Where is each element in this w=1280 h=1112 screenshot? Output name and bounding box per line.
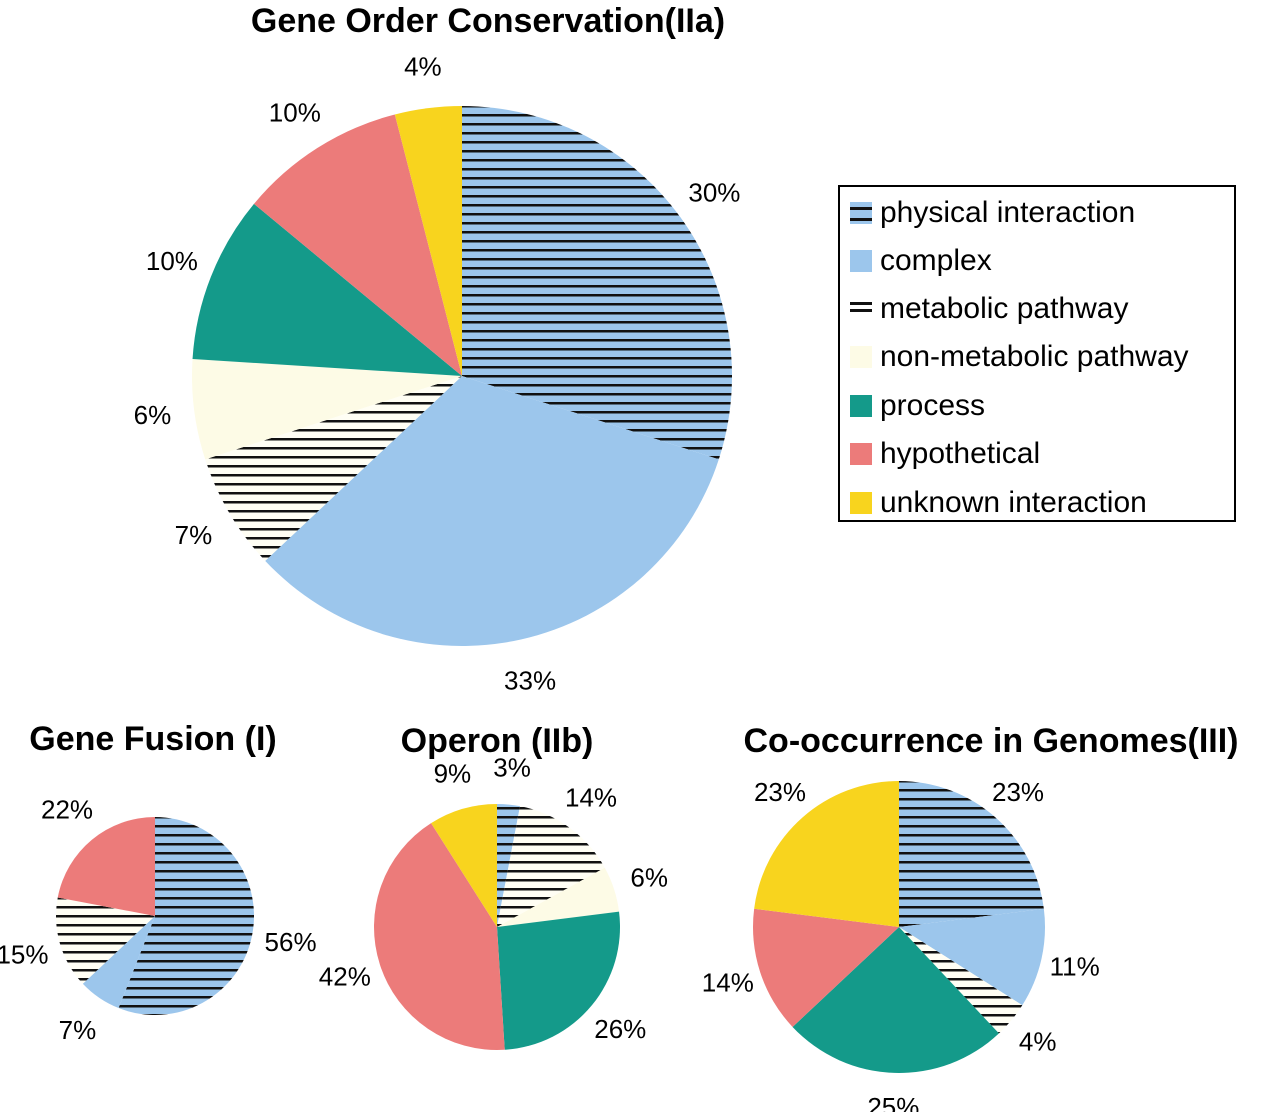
striped-white-swatch-icon <box>850 298 872 320</box>
red-swatch-icon <box>850 443 872 465</box>
legend-label: physical interaction <box>880 196 1136 229</box>
legend-item-physical-interaction: physical interaction <box>850 193 1135 233</box>
slice-percent-label: 6% <box>630 863 668 893</box>
cream-swatch-icon <box>850 346 872 368</box>
pie-slice-hypothetical <box>253 114 462 376</box>
chart-title-gene-fusion: Gene Fusion (I) <box>29 720 276 758</box>
pie-slice-hypothetical <box>373 823 505 1051</box>
legend-label: complex <box>880 244 992 277</box>
slice-percent-label: 25% <box>867 1092 919 1112</box>
pie-slice-physical <box>462 106 732 460</box>
pie-slice-metabolic <box>497 806 605 927</box>
slice-percent-label: 22% <box>41 795 93 825</box>
legend-label: non-metabolic pathway <box>880 340 1189 373</box>
slice-percent-label: 23% <box>992 777 1044 807</box>
pie-slice-nonmetabolic <box>497 867 620 927</box>
slice-percent-label: 3% <box>493 753 531 783</box>
legend-item-metabolic-pathway: metabolic pathway <box>850 289 1128 329</box>
legend-item-unknown-interaction: unknown interaction <box>850 483 1147 523</box>
legend-label: unknown interaction <box>880 486 1147 519</box>
slice-percent-label: 10% <box>269 98 321 128</box>
pie-slice-complex <box>82 916 155 1009</box>
pie-slice-complex <box>899 908 1045 1006</box>
legend: physical interaction complex metabolic p… <box>838 185 1236 522</box>
chart-title-operon: Operon (IIb) <box>401 722 594 760</box>
slice-percent-label: 4% <box>1019 1027 1057 1057</box>
slice-percent-label: 33% <box>504 665 556 695</box>
pie-slice-unknown <box>754 781 899 927</box>
legend-label: metabolic pathway <box>880 292 1129 325</box>
legend-label: hypothetical <box>880 437 1041 470</box>
slice-percent-label: 30% <box>688 178 740 208</box>
legend-item-complex: complex <box>850 241 992 281</box>
slice-percent-label: 4% <box>404 51 442 81</box>
pie-slice-hypothetical <box>752 908 899 1027</box>
teal-swatch-icon <box>850 395 872 417</box>
pie-slice-unknown <box>431 804 497 927</box>
legend-item-hypothetical: hypothetical <box>850 434 1040 474</box>
chart-title-gene-order: Gene Order Conservation(IIa) <box>251 2 725 40</box>
pie-slice-nonmetabolic <box>191 359 462 460</box>
slice-percent-label: 6% <box>134 400 172 430</box>
slice-percent-label: 14% <box>565 783 617 813</box>
striped-blue-swatch-icon <box>850 202 872 224</box>
pie-slice-complex <box>265 376 719 646</box>
slice-percent-label: 26% <box>594 1014 646 1044</box>
slice-percent-label: 9% <box>434 758 472 788</box>
chart-title-co-occurrence: Co-occurrence in Genomes(III) <box>744 722 1239 760</box>
pie-slice-process <box>497 911 621 1050</box>
pie-slice-metabolic <box>899 927 1023 1034</box>
yellow-swatch-icon <box>850 492 872 514</box>
slice-percent-label: 15% <box>0 940 49 970</box>
pie-slice-process <box>792 927 999 1073</box>
pie-slice-physical <box>899 781 1044 927</box>
slice-percent-label: 10% <box>146 246 198 276</box>
legend-item-process: process <box>850 386 985 426</box>
blue-swatch-icon <box>850 250 872 272</box>
legend-item-non-metabolic-pathway: non-metabolic pathway <box>850 337 1189 377</box>
pie-slice-unknown <box>394 106 462 376</box>
pie-slice-physical <box>118 817 255 1015</box>
pie-slice-metabolic <box>56 897 156 984</box>
pie-slice-process <box>192 203 462 376</box>
pie-slice-metabolic <box>205 376 463 561</box>
pie-slice-hypothetical <box>57 817 155 916</box>
slice-percent-label: 56% <box>265 927 317 957</box>
slice-percent-label: 7% <box>175 520 213 550</box>
slice-percent-label: 7% <box>59 1015 97 1045</box>
pie-slice-physical <box>497 804 521 927</box>
legend-label: process <box>880 389 986 422</box>
slice-percent-label: 23% <box>754 777 806 807</box>
slice-percent-label: 42% <box>319 961 371 991</box>
slice-percent-label: 14% <box>702 968 754 998</box>
slice-percent-label: 11% <box>1050 951 1100 981</box>
